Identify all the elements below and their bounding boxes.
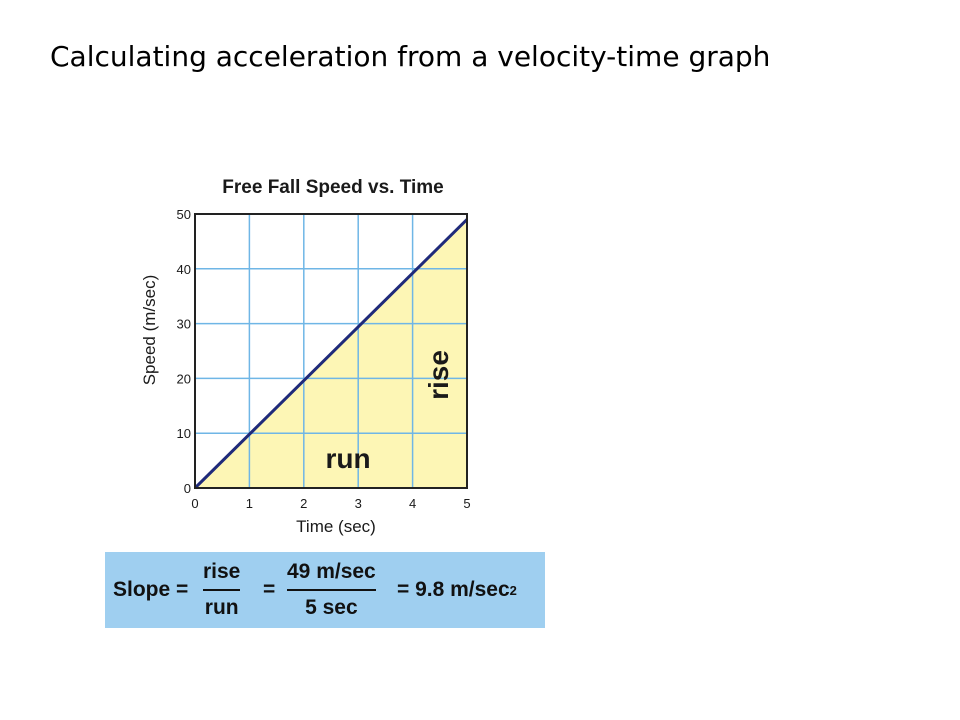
values-fraction: 49 m/sec 5 sec <box>287 560 376 620</box>
slope-equation-box: Slope = rise run = 49 m/sec 5 sec = 9.8 … <box>105 552 545 628</box>
plot-frame <box>194 213 468 489</box>
x-tick-label: 2 <box>300 496 307 511</box>
y-tick-label: 10 <box>177 426 191 441</box>
y-tick-label: 30 <box>177 317 191 332</box>
fraction-denominator: 5 sec <box>305 596 358 619</box>
x-tick-label: 3 <box>355 496 362 511</box>
y-tick-label: 20 <box>177 371 191 386</box>
slope-result: = 9.8 m/sec 2 <box>397 552 517 628</box>
y-tick-label: 50 <box>177 207 191 222</box>
grid <box>194 213 468 489</box>
x-axis-label: Time (sec) <box>296 517 376 536</box>
fraction-bar <box>203 589 241 591</box>
y-axis-label: Speed (m/sec) <box>140 275 159 386</box>
x-tick-label: 0 <box>191 496 198 511</box>
fraction-numerator: rise <box>203 560 241 583</box>
run-annotation: run <box>325 443 370 474</box>
series-line <box>193 218 469 490</box>
result-exponent: 2 <box>509 582 517 598</box>
rise-annotation: rise <box>423 350 454 400</box>
slope-label: Slope = <box>113 578 189 601</box>
chart-title: Free Fall Speed vs. Time <box>222 177 443 198</box>
fraction-bar <box>287 589 376 591</box>
x-tick-label: 1 <box>246 496 253 511</box>
x-tick-label: 5 <box>463 496 470 511</box>
fraction-denominator: run <box>204 596 239 619</box>
fraction-numerator: 49 m/sec <box>287 560 376 583</box>
x-tick-label: 4 <box>409 496 416 511</box>
rise-over-run-fraction: rise run <box>203 560 241 620</box>
slide-title: Calculating acceleration from a velocity… <box>50 40 771 73</box>
y-tick-label: 0 <box>184 481 191 496</box>
y-tick-label: 40 <box>177 262 191 277</box>
equals-sign: = <box>263 578 276 601</box>
result-value: = 9.8 m/sec <box>397 578 510 601</box>
